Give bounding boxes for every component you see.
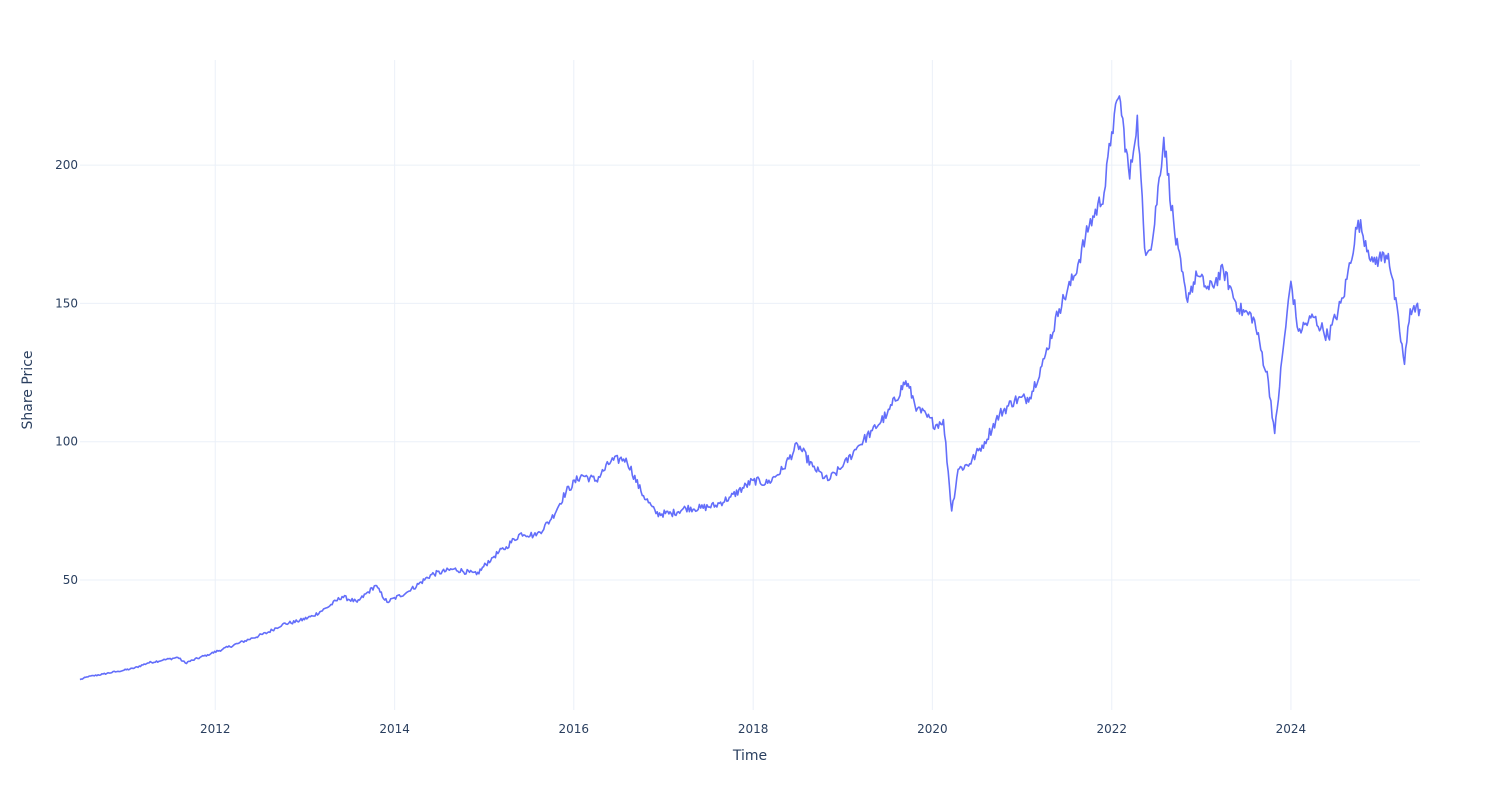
x-tick-label: 2020	[917, 722, 948, 736]
series-layer	[79, 95, 1421, 681]
x-tick-label: 2016	[559, 722, 590, 736]
x-axis-title: Time	[732, 748, 767, 764]
x-tick-label: 2014	[379, 722, 410, 736]
y-tick-label: 100	[55, 435, 78, 449]
plot-background	[80, 60, 1420, 710]
x-tick-label: 2022	[1096, 722, 1127, 736]
y-tick-label: 200	[55, 158, 78, 172]
y-axis-ticks: 50 100 150 200	[55, 158, 78, 587]
gridlines	[80, 60, 1420, 710]
x-axis-ticks: 2012 2014 2016 2018 2020 2022 2024	[200, 722, 1306, 736]
y-tick-label: 50	[63, 573, 78, 587]
x-tick-label: 2012	[200, 722, 231, 736]
y-axis-title: Share Price	[20, 350, 36, 429]
x-tick-label: 2024	[1276, 722, 1307, 736]
y-tick-label: 150	[55, 296, 78, 310]
price-series-line	[79, 95, 1421, 681]
x-tick-label: 2018	[738, 722, 769, 736]
